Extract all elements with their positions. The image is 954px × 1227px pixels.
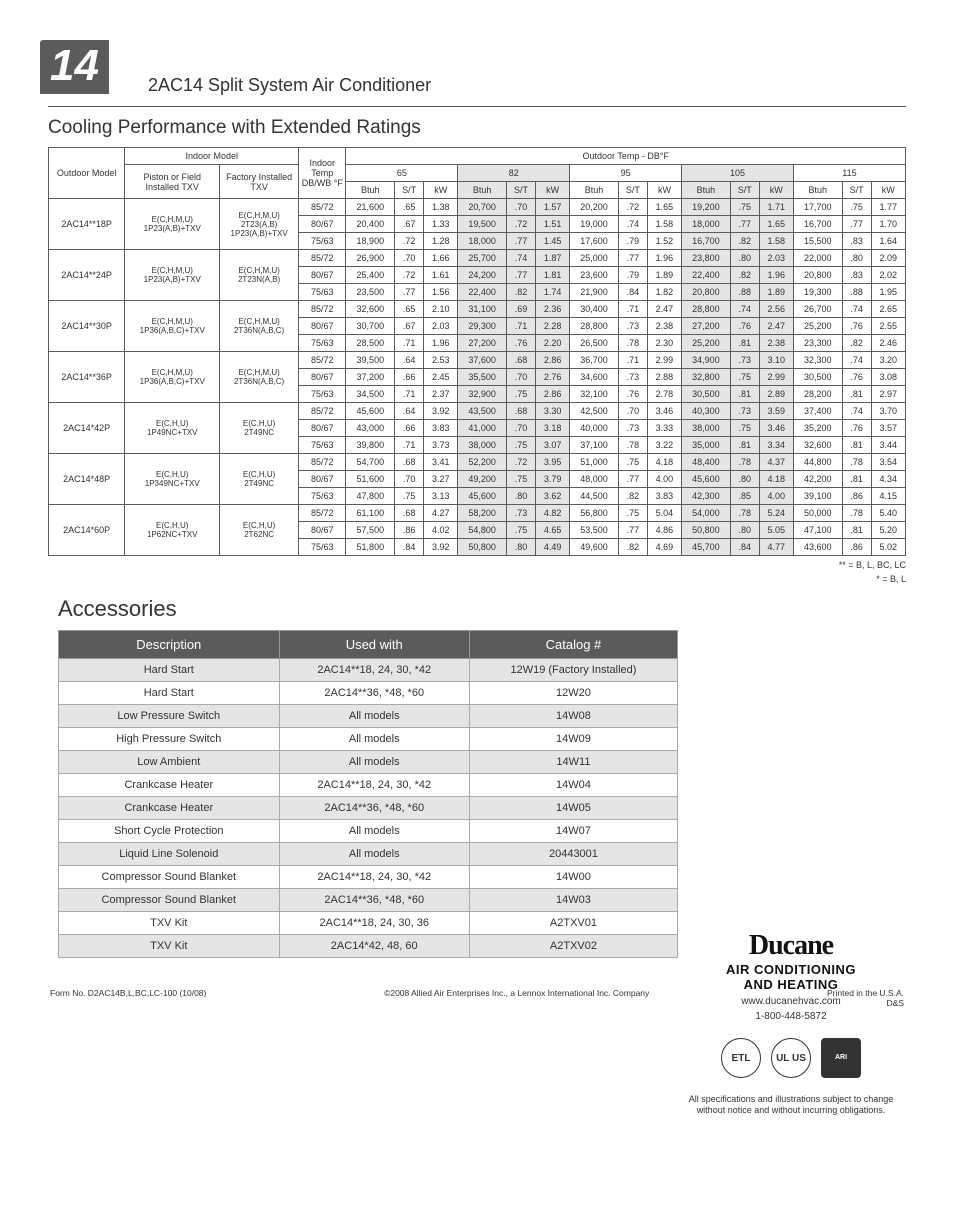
- acc-row: Low Pressure SwitchAll models14W08: [59, 705, 678, 728]
- cert-ul-icon: UL US: [771, 1038, 811, 1078]
- acc-row: Crankcase Heater2AC14**36, *48, *6014W05: [59, 797, 678, 820]
- logo-url: www.ducanehvac.com: [676, 996, 906, 1007]
- logo-phone: 1-800-448-5872: [676, 1011, 906, 1022]
- acc-row: Low AmbientAll models14W11: [59, 751, 678, 774]
- accessories-section-title: Accessories: [58, 596, 906, 622]
- footer-left: Form No. D2AC14B,L,BC,LC-100 (10/08): [50, 988, 206, 1008]
- cooling-table: Outdoor ModelIndoor ModelIndoor Temp DB/…: [48, 147, 906, 556]
- logo-sub1: AIR CONDITIONING: [676, 962, 906, 977]
- page-number-badge: 14: [40, 40, 109, 94]
- cooling-section-title: Cooling Performance with Extended Rating…: [48, 117, 906, 139]
- acc-row: Hard Start2AC14**36, *48, *6012W20: [59, 682, 678, 705]
- acc-row: Crankcase Heater2AC14**18, 24, 30, *4214…: [59, 774, 678, 797]
- acc-header: Catalog #: [469, 631, 677, 659]
- cert-ari-icon: ARI: [821, 1038, 861, 1078]
- accessories-table: DescriptionUsed withCatalog # Hard Start…: [58, 630, 678, 958]
- acc-row: TXV Kit2AC14**18, 24, 30, 36A2TXV01: [59, 912, 678, 935]
- cert-row: ETL UL US ARI: [676, 1038, 906, 1078]
- footer-center: ©2008 Allied Air Enterprises Inc., a Len…: [384, 988, 649, 1008]
- acc-row: TXV Kit2AC14*42, 48, 60A2TXV02: [59, 935, 678, 958]
- acc-row: Compressor Sound Blanket2AC14**36, *48, …: [59, 889, 678, 912]
- brand-sidebar: Ducane AIR CONDITIONING AND HEATING www.…: [676, 930, 906, 1116]
- logo-text: Ducane: [676, 930, 906, 962]
- acc-row: Liquid Line SolenoidAll models20443001: [59, 843, 678, 866]
- acc-row: High Pressure SwitchAll models14W09: [59, 728, 678, 751]
- logo-sub2: AND HEATING: [676, 977, 906, 992]
- acc-header: Description: [59, 631, 280, 659]
- footnote-1: ** = B, L, BC, LC: [48, 560, 906, 570]
- acc-header: Used with: [279, 631, 469, 659]
- header-rule: [48, 106, 906, 107]
- footnote-2: * = B, L: [48, 574, 906, 584]
- model-title: 2AC14 Split System Air Conditioner: [148, 75, 431, 96]
- acc-row: Compressor Sound Blanket2AC14**18, 24, 3…: [59, 866, 678, 889]
- acc-row: Short Cycle ProtectionAll models14W07: [59, 820, 678, 843]
- disclaimer: All specifications and illustrations sub…: [676, 1094, 906, 1116]
- cert-etl-icon: ETL: [721, 1038, 761, 1078]
- brand-logo: Ducane AIR CONDITIONING AND HEATING www.…: [676, 930, 906, 1022]
- acc-row: Hard Start2AC14**18, 24, 30, *4212W19 (F…: [59, 659, 678, 682]
